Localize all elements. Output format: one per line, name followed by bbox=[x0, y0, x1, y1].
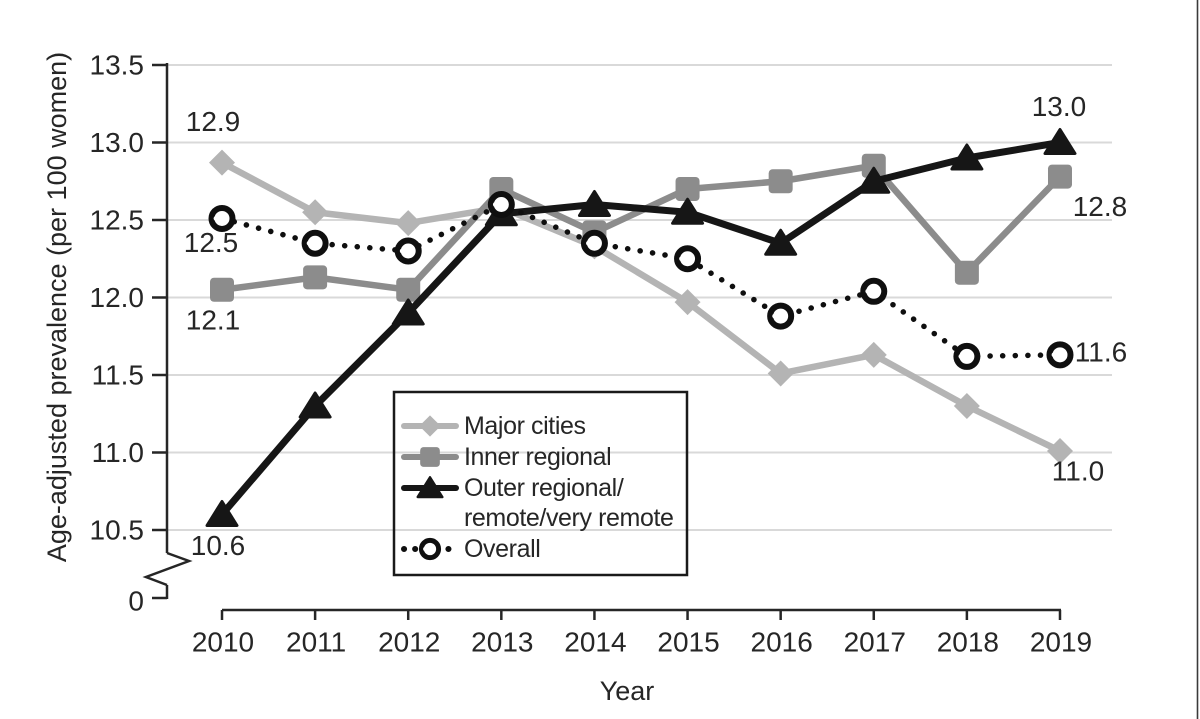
x-tick-label: 2019 bbox=[1030, 627, 1092, 658]
open-circle-marker-notch bbox=[679, 256, 684, 262]
open-circle-marker bbox=[208, 204, 236, 232]
data-label: 12.5 bbox=[184, 227, 239, 258]
x-tick-label: 2016 bbox=[751, 627, 813, 658]
open-circle-marker bbox=[394, 237, 422, 265]
triangle-marker bbox=[1043, 128, 1077, 155]
open-circle-marker-notch bbox=[586, 240, 591, 246]
triangle-marker bbox=[416, 476, 444, 499]
open-circle-marker-notch bbox=[1051, 352, 1057, 358]
square-marker bbox=[861, 153, 886, 178]
triangle-marker bbox=[205, 500, 239, 527]
y-tick-label: 13.0 bbox=[90, 127, 145, 158]
triangle-marker bbox=[950, 143, 984, 171]
triangle-marker bbox=[391, 298, 425, 326]
square-marker bbox=[954, 260, 979, 285]
open-circle-marker-notch bbox=[958, 354, 964, 359]
diamond-marker bbox=[419, 415, 441, 437]
series-line-0 bbox=[218, 159, 1064, 455]
open-circle-marker-notch bbox=[213, 216, 219, 221]
open-circle-marker bbox=[418, 537, 442, 561]
series-line-2 bbox=[218, 139, 1064, 518]
square-marker bbox=[1047, 164, 1072, 189]
diamond-marker bbox=[1046, 437, 1073, 464]
y-tick-label: 12.0 bbox=[90, 282, 145, 313]
y-axis-break bbox=[142, 551, 193, 587]
open-circle-marker bbox=[301, 229, 329, 257]
y-tick-label: 11.5 bbox=[92, 360, 144, 391]
data-label: 10.6 bbox=[191, 530, 246, 561]
y-tick-label: 10.5 bbox=[90, 515, 145, 546]
triangle-marker bbox=[577, 190, 611, 217]
legend-label-overall: Overall bbox=[464, 535, 540, 563]
open-circle-marker bbox=[580, 229, 608, 257]
triangle-marker bbox=[671, 197, 705, 225]
open-circle-marker bbox=[1046, 341, 1074, 369]
open-circle-marker bbox=[767, 302, 795, 330]
diamond-marker bbox=[209, 149, 235, 176]
x-tick-label: 2018 bbox=[937, 627, 999, 658]
open-circle-marker-notch bbox=[772, 313, 778, 319]
square-marker bbox=[303, 265, 328, 290]
open-circle-marker bbox=[953, 342, 981, 370]
square-marker bbox=[675, 177, 700, 201]
legend-box bbox=[392, 390, 689, 577]
open-circle-marker-notch bbox=[423, 547, 428, 551]
data-label: 12.8 bbox=[1073, 191, 1128, 222]
diamond-marker bbox=[860, 341, 887, 368]
open-circle-marker-notch bbox=[399, 248, 405, 254]
y-tick-label: 11.0 bbox=[92, 437, 144, 468]
triangle-marker bbox=[764, 228, 798, 256]
x-tick-label: 2017 bbox=[844, 627, 906, 658]
x-tick-label: 2012 bbox=[378, 627, 440, 658]
x-tick-label: 2010 bbox=[192, 627, 254, 658]
diamond-marker bbox=[767, 360, 794, 387]
x-axis-title: Year bbox=[600, 676, 655, 706]
x-tick-label: 2013 bbox=[471, 627, 533, 658]
series-line-3 bbox=[219, 201, 1063, 360]
x-tick-label: 2015 bbox=[657, 627, 719, 658]
open-circle-marker-notch bbox=[865, 288, 871, 294]
data-label: 13.0 bbox=[1032, 91, 1087, 122]
legend-label-outer-regional-line1: Outer regional/ bbox=[464, 474, 624, 502]
legend-label-inner-regional: Inner regional bbox=[464, 443, 611, 471]
square-marker bbox=[396, 277, 421, 302]
chart-generated-layer: 13.5 13.0 12.5 12.0 11.5 11.0 10.5 0 2010 2011 201… bbox=[90, 50, 1128, 658]
square-marker bbox=[420, 447, 440, 467]
y-tick-label: 12.5 bbox=[90, 205, 145, 236]
data-label: 12.1 bbox=[186, 304, 241, 335]
open-circle-marker bbox=[487, 191, 515, 218]
x-tick-label: 2014 bbox=[564, 627, 626, 658]
data-label: 12.9 bbox=[186, 106, 241, 137]
triangle-marker bbox=[298, 391, 332, 419]
y-tick-label: 13.5 bbox=[90, 50, 145, 81]
legend-label-major-cities: Major cities bbox=[464, 412, 586, 440]
triangle-marker bbox=[857, 166, 891, 194]
square-marker bbox=[210, 277, 234, 302]
open-circle-marker bbox=[674, 245, 702, 273]
diamond-marker bbox=[953, 393, 980, 419]
diamond-marker bbox=[302, 199, 329, 226]
open-circle-marker-notch bbox=[306, 240, 312, 246]
open-circle-marker-notch bbox=[492, 202, 498, 207]
open-circle-marker bbox=[860, 277, 888, 305]
data-label: 11.0 bbox=[1052, 455, 1104, 486]
diamond-marker bbox=[395, 210, 422, 237]
legend-label-outer-regional-line2: remote/very remote bbox=[464, 504, 674, 532]
y-tick-label-zero: 0 bbox=[128, 586, 144, 617]
x-tick-label: 2011 bbox=[286, 627, 346, 658]
y-axis-title: Age-adjusted prevalence (per 100 women) bbox=[42, 52, 72, 562]
square-marker bbox=[768, 169, 793, 194]
diamond-marker bbox=[674, 289, 701, 316]
data-label: 11.6 bbox=[1075, 336, 1127, 367]
